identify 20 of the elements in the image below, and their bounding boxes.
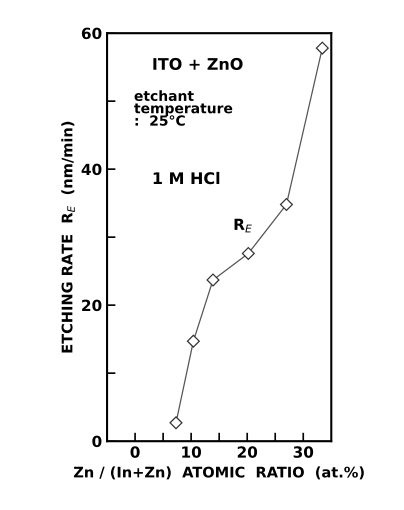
- y-axis-title: ETCHING RATE R$_{E}$ (nm/min): [61, 122, 75, 352]
- annotation: ITO + ZnO: [153, 58, 243, 70]
- x-tick-label: 0: [130, 446, 140, 458]
- series-label: R$_{E}$: [234, 218, 252, 232]
- x-tick-label: 20: [238, 446, 258, 458]
- y-tick-label: 40: [82, 164, 102, 176]
- x-axis-title: Zn / (In+Zn) ATOMIC RATIO (at.%): [74, 466, 364, 480]
- point: [169, 416, 183, 430]
- x-tick-label: 30: [294, 446, 314, 458]
- y-tick-label: 20: [82, 300, 102, 312]
- annotation: etchant temperature : 25°C: [134, 90, 232, 126]
- y-tick-label: 60: [82, 28, 102, 40]
- y-tick-label: 0: [92, 436, 102, 448]
- point: [316, 42, 329, 55]
- point: [280, 198, 293, 212]
- annotation: 1 M HCl: [154, 172, 220, 184]
- point: [186, 334, 200, 348]
- point: [242, 246, 255, 260]
- x-tick-label: 10: [182, 446, 202, 458]
- point: [206, 273, 220, 287]
